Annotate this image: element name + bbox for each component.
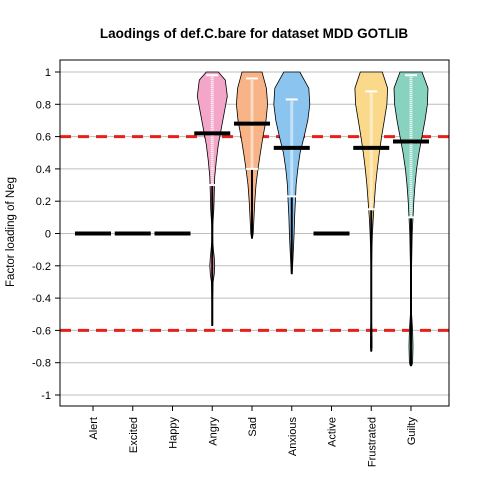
y-tick-label: -0.2 — [32, 261, 51, 273]
violins — [75, 71, 429, 367]
x-tick-label: Angry — [207, 417, 219, 446]
x-tick-label: Alert — [88, 417, 100, 440]
y-tick-label: -0.8 — [32, 358, 51, 370]
y-tick-label: 0.4 — [36, 164, 51, 176]
violin-frustrated — [353, 71, 390, 352]
violin-angry — [194, 71, 231, 326]
plot-frame — [59, 59, 450, 407]
y-tick-label: 0 — [45, 229, 51, 241]
y-tick-label: -0.4 — [32, 293, 51, 305]
x-tick-label: Active — [327, 417, 339, 447]
x-tick-label: Guilty — [406, 417, 418, 446]
x-tick-label: Happy — [168, 417, 180, 449]
x-tick-label: Sad — [247, 417, 259, 437]
y-tick-label: 0.6 — [36, 132, 51, 144]
x-tick-label: Frustrated — [366, 417, 378, 467]
y-tick-label: -1 — [41, 390, 51, 402]
y-tick-label: 0.8 — [36, 99, 51, 111]
y-tick-label: -0.6 — [32, 325, 51, 337]
axes: -1 -0.8 -0.6 -0.4 -0.2 0 0.2 0.4 0.6 0.8 1 Alert Exc… — [32, 67, 418, 467]
y-axis-label: Factor loading of Neg — [5, 177, 17, 287]
y-tick-label: 1 — [45, 67, 51, 79]
x-tick-label: Excited — [128, 417, 140, 453]
violin-anxious — [273, 71, 311, 275]
violin-guilty — [393, 71, 429, 367]
x-tick-label: Anxious — [287, 417, 299, 457]
chart-title: Laodings of def.C.bare for dataset MDD G… — [100, 26, 409, 41]
y-tick-label: 0.2 — [36, 196, 51, 208]
reference-lines — [60, 135, 449, 332]
violin-sad — [234, 71, 270, 239]
